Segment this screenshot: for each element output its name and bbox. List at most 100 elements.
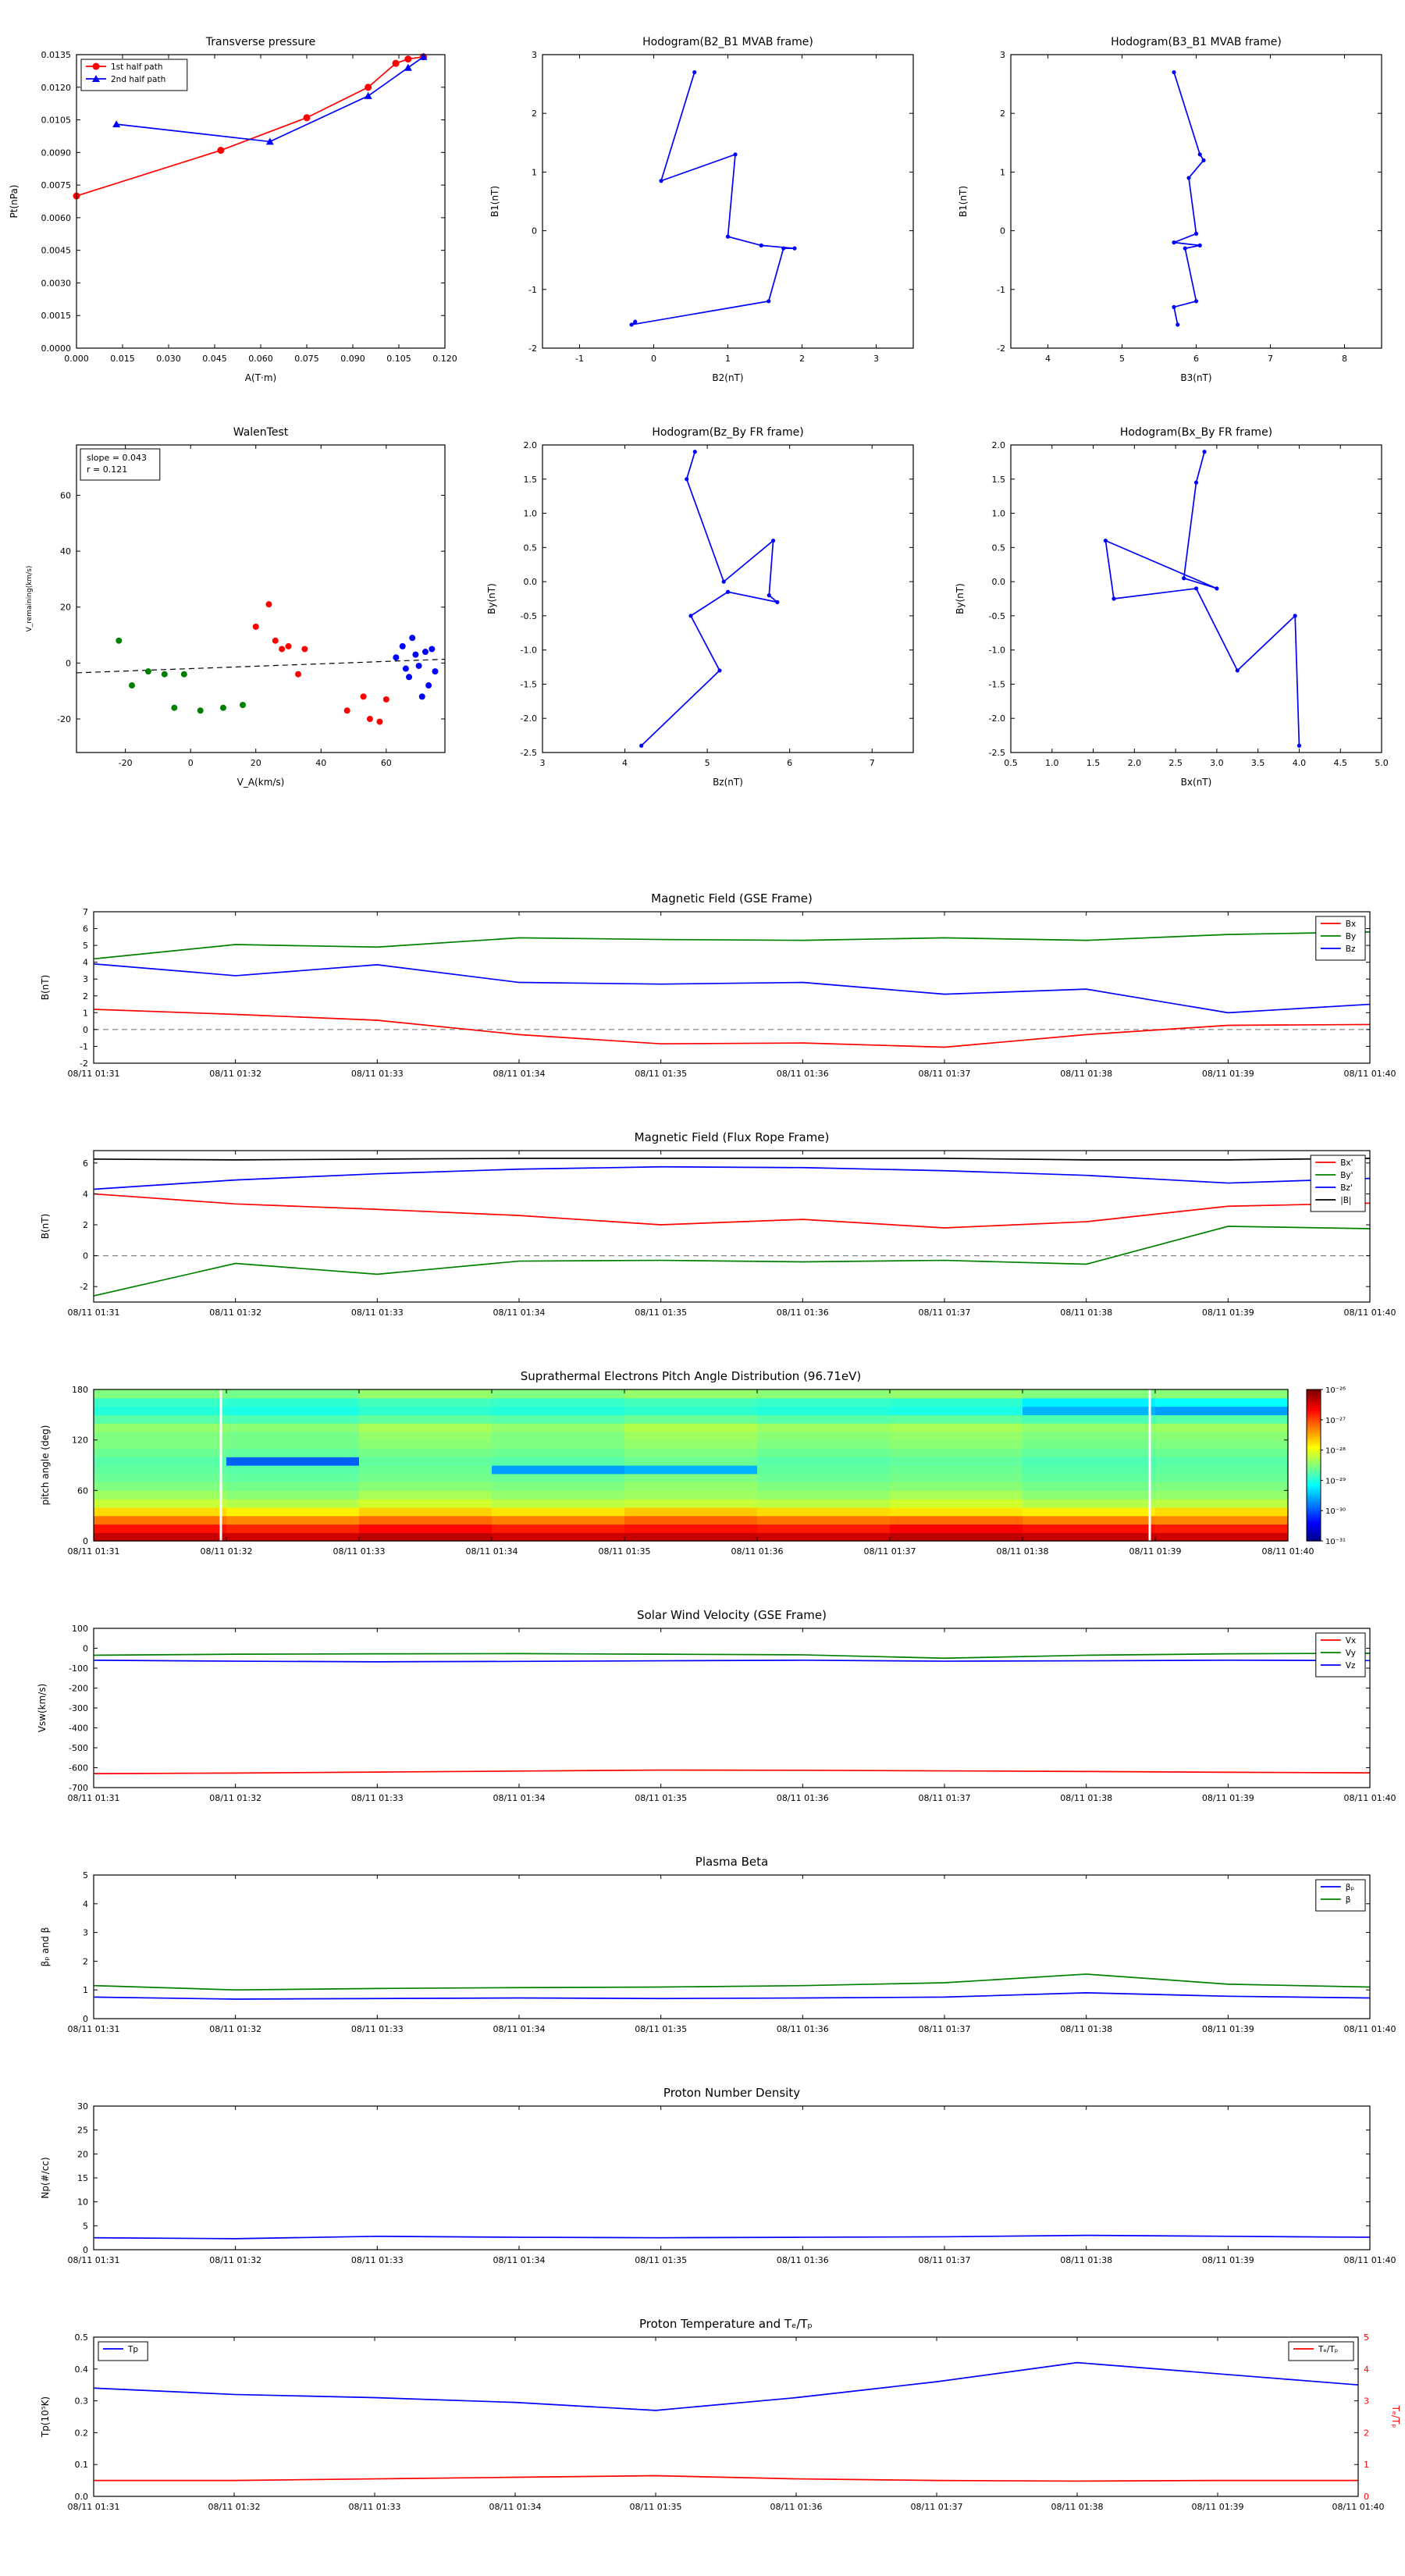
scatter-point xyxy=(422,649,429,656)
panel-pitch-angle-distribution: 08/11 01:31 08/11 01:32 08/11 01:33 08/11 0… xyxy=(0,1358,1405,1577)
series-Vy xyxy=(93,1653,1371,1660)
svg-text:08/11 01:40: 08/11 01:40 xyxy=(1344,2024,1396,2034)
series-Vx xyxy=(93,1769,1371,1774)
series-Bx_By path xyxy=(1104,451,1300,746)
svg-text:r = 0.121: r = 0.121 xyxy=(87,464,127,475)
svg-text:6: 6 xyxy=(1193,354,1199,364)
svg-text:-600: -600 xyxy=(69,1763,88,1774)
svg-text:08/11 01:31: 08/11 01:31 xyxy=(68,1069,120,1079)
svg-text:08/11 01:38: 08/11 01:38 xyxy=(1060,2255,1112,2265)
axes-frame xyxy=(93,1389,1289,1542)
svg-text:pitch angle (deg): pitch angle (deg) xyxy=(40,1425,51,1506)
svg-text:A(T·m): A(T·m) xyxy=(245,372,276,383)
svg-text:20: 20 xyxy=(251,758,261,768)
svg-text:0.0135: 0.0135 xyxy=(41,50,72,60)
beta-svg: 08/11 01:31 08/11 01:32 08/11 01:33 08/11 0… xyxy=(40,1855,1396,2034)
svg-text:Vx: Vx xyxy=(1346,1636,1356,1646)
svg-text:Hodogram(Bz_By FR frame): Hodogram(Bz_By FR frame) xyxy=(652,426,803,439)
svg-text:08/11 01:36: 08/11 01:36 xyxy=(777,2024,829,2034)
svg-text:Hodogram(B3_B1 MVAB frame): Hodogram(B3_B1 MVAB frame) xyxy=(1111,36,1282,48)
svg-text:0.3: 0.3 xyxy=(75,2396,89,2407)
scatter-point xyxy=(161,671,168,678)
svg-text:6: 6 xyxy=(83,924,88,934)
svg-text:08/11 01:35: 08/11 01:35 xyxy=(635,2024,687,2034)
panel-plasma-beta: 08/11 01:31 08/11 01:32 08/11 01:33 08/11 0… xyxy=(0,1844,1405,2055)
axes-frame xyxy=(93,2336,1359,2497)
axes-frame xyxy=(76,444,446,753)
pad-svg: 08/11 01:31 08/11 01:32 08/11 01:33 08/11 0… xyxy=(40,1369,1346,1557)
svg-text:1.5: 1.5 xyxy=(992,475,1006,485)
svg-text:5: 5 xyxy=(83,941,88,951)
vsw-svg: 08/11 01:31 08/11 01:32 08/11 01:33 08/11 0… xyxy=(37,1608,1396,1803)
axes-frame xyxy=(542,444,914,753)
svg-text:Hodogram(Bx_By FR frame): Hodogram(Bx_By FR frame) xyxy=(1120,426,1272,439)
svg-text:08/11 01:34: 08/11 01:34 xyxy=(493,2255,546,2265)
scatter-point xyxy=(279,646,286,653)
axes-frame xyxy=(93,911,1371,1064)
svg-text:Vy: Vy xyxy=(1346,1649,1356,1658)
svg-text:By(nT): By(nT) xyxy=(955,583,966,614)
svg-text:2: 2 xyxy=(83,1220,88,1230)
svg-text:-500: -500 xyxy=(69,1743,88,1753)
svg-text:08/11 01:34: 08/11 01:34 xyxy=(466,1546,518,1557)
svg-text:08/11 01:40: 08/11 01:40 xyxy=(1344,2255,1396,2265)
axes-frame xyxy=(76,54,446,349)
svg-text:-1: -1 xyxy=(528,285,537,295)
b_gse-svg: 08/11 01:31 08/11 01:32 08/11 01:33 08/11 0… xyxy=(40,891,1396,1079)
hodo_b3b1-svg: 4 5 6 7 8 -2 -1 0 1 2 3 Hodogram(B3_B1 MVAB frame) B… xyxy=(958,36,1382,383)
svg-text:08/11 01:34: 08/11 01:34 xyxy=(493,1308,546,1318)
series-beta xyxy=(93,1973,1371,1991)
scatter-point xyxy=(272,637,279,644)
svg-text:08/11 01:31: 08/11 01:31 xyxy=(68,1793,120,1803)
svg-text:-1: -1 xyxy=(575,354,584,364)
svg-text:Bx': Bx' xyxy=(1340,1158,1353,1168)
scatter-point xyxy=(240,702,247,709)
legend-box xyxy=(1288,2341,1354,2361)
svg-text:5.0: 5.0 xyxy=(1375,758,1389,768)
series-Bz_By path xyxy=(641,451,778,746)
svg-text:2: 2 xyxy=(532,109,537,119)
walen-svg: -20 0 20 40 60 -20 0 20 40 60 WalenTest V_A(km/s) V_… xyxy=(26,426,446,788)
svg-text:0.045: 0.045 xyxy=(202,354,227,364)
svg-text:-100: -100 xyxy=(69,1663,88,1674)
svg-text:1.5: 1.5 xyxy=(524,475,538,485)
svg-text:3: 3 xyxy=(873,354,879,364)
series-B3_B1 path xyxy=(1173,72,1205,326)
svg-text:1.5: 1.5 xyxy=(1087,758,1101,768)
svg-text:Solar Wind Velocity (GSE Frame: Solar Wind Velocity (GSE Frame) xyxy=(637,1608,827,1622)
svg-text:Tₑ/Tₚ: Tₑ/Tₚ xyxy=(1390,2405,1401,2428)
svg-text:0.105: 0.105 xyxy=(386,354,411,364)
svg-text:08/11 01:36: 08/11 01:36 xyxy=(731,1546,784,1557)
svg-text:08/11 01:32: 08/11 01:32 xyxy=(209,1308,261,1318)
scatter-point xyxy=(116,637,123,644)
chart-hodogram-bz-by: 3 4 5 6 7 -2.5 -2.0 -1.5 -1.0 -0.5 0.0 0.5 1.0 1.5 2.0… xyxy=(468,404,937,810)
svg-text:0: 0 xyxy=(1000,226,1005,237)
svg-text:B1(nT): B1(nT) xyxy=(489,186,500,217)
svg-text:08/11 01:32: 08/11 01:32 xyxy=(201,1546,253,1557)
svg-text:08/11 01:33: 08/11 01:33 xyxy=(351,2255,404,2265)
svg-text:4: 4 xyxy=(1045,354,1051,364)
svg-text:0.0045: 0.0045 xyxy=(41,246,72,256)
svg-text:08/11 01:35: 08/11 01:35 xyxy=(599,1546,651,1557)
svg-text:08/11 01:31: 08/11 01:31 xyxy=(68,2024,120,2034)
scatter-point xyxy=(399,642,406,649)
svg-text:-0.5: -0.5 xyxy=(521,611,537,621)
svg-text:0.0: 0.0 xyxy=(992,577,1006,587)
svg-text:Suprathermal Electrons Pitch A: Suprathermal Electrons Pitch Angle Distr… xyxy=(521,1369,861,1383)
svg-text:08/11 01:33: 08/11 01:33 xyxy=(349,2502,401,2512)
svg-text:08/11 01:39: 08/11 01:39 xyxy=(1202,2024,1254,2034)
tp-svg: 08/11 01:31 08/11 01:32 08/11 01:33 08/11 0… xyxy=(40,2317,1401,2512)
transverse_pressure-svg: 0.000 0.015 0.030 0.045 0.060 0.075 0.090 0.105… xyxy=(9,36,457,383)
svg-text:1: 1 xyxy=(1364,2460,1369,2470)
scatter-point xyxy=(415,662,422,669)
series-Te/Tp xyxy=(94,2475,1358,2482)
svg-text:1.0: 1.0 xyxy=(1045,758,1059,768)
svg-text:B1(nT): B1(nT) xyxy=(958,186,969,217)
svg-text:0: 0 xyxy=(83,1025,88,1035)
svg-text:08/11 01:33: 08/11 01:33 xyxy=(351,1793,404,1803)
series-B2_B1 path xyxy=(631,72,795,326)
svg-text:08/11 01:38: 08/11 01:38 xyxy=(1051,2502,1104,2512)
svg-text:08/11 01:34: 08/11 01:34 xyxy=(493,1069,546,1079)
svg-text:08/11 01:32: 08/11 01:32 xyxy=(209,2255,261,2265)
panel-solar-wind-velocity: 08/11 01:31 08/11 01:32 08/11 01:33 08/11 0… xyxy=(0,1597,1405,1823)
